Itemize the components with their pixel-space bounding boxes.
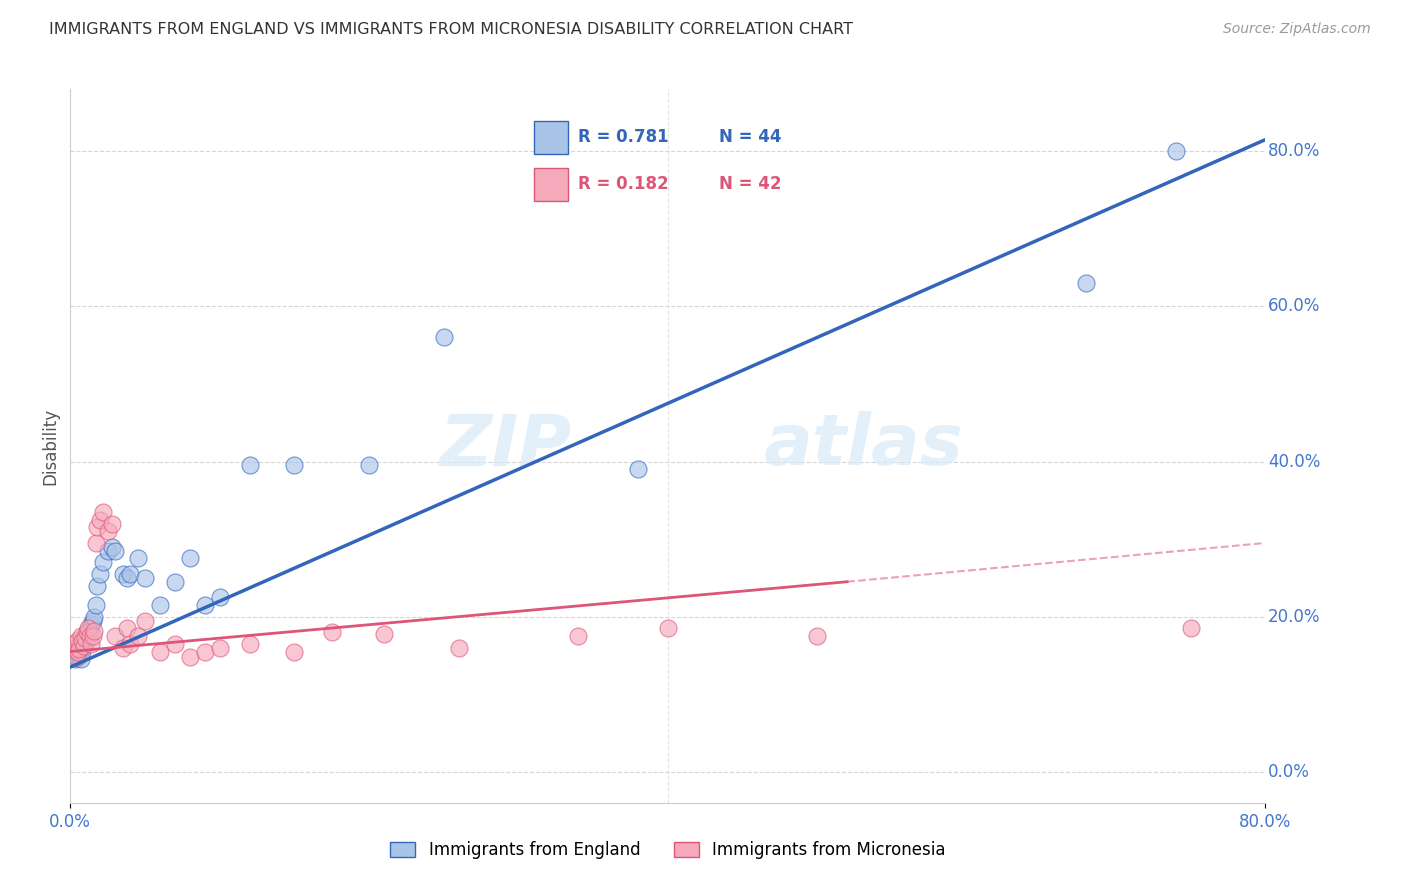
Point <box>69 640 91 655</box>
Point <box>70 644 93 658</box>
Point <box>62 637 84 651</box>
Point <box>433 330 456 344</box>
Point <box>111 640 134 655</box>
Point <box>83 624 105 638</box>
Point <box>239 458 262 473</box>
Point <box>447 640 470 655</box>
Point <box>66 644 89 658</box>
Point <box>120 637 141 651</box>
Point <box>101 516 124 531</box>
Point <box>83 609 105 624</box>
Point <box>127 551 149 566</box>
Point <box>208 640 231 655</box>
Point <box>82 629 104 643</box>
Text: ZIP: ZIP <box>440 411 572 481</box>
Point <box>65 644 87 658</box>
Point <box>359 458 381 473</box>
Point <box>84 536 107 550</box>
Point <box>76 625 98 640</box>
Point <box>89 513 111 527</box>
Point <box>75 637 97 651</box>
Text: 80.0%: 80.0% <box>1268 142 1320 161</box>
Point <box>76 625 98 640</box>
Point <box>69 629 91 643</box>
Point <box>67 642 90 657</box>
Point <box>63 652 86 666</box>
Point <box>65 650 87 665</box>
Point <box>179 551 201 566</box>
Point <box>104 543 127 558</box>
Point <box>149 644 172 658</box>
Point <box>70 639 93 653</box>
Point <box>80 637 103 651</box>
Point <box>127 629 149 643</box>
Point <box>283 458 305 473</box>
Point <box>104 629 127 643</box>
Point <box>75 632 97 646</box>
Point <box>120 566 141 581</box>
Point <box>194 598 217 612</box>
Point <box>179 650 201 665</box>
Text: 0.0%: 0.0% <box>1268 763 1309 780</box>
Point <box>73 632 96 647</box>
Point <box>91 555 114 569</box>
Point <box>97 524 120 539</box>
Point <box>239 637 262 651</box>
Point <box>115 621 138 635</box>
Point <box>163 574 186 589</box>
Point <box>67 639 90 653</box>
Point <box>62 648 84 663</box>
Text: atlas: atlas <box>763 411 963 481</box>
Text: IMMIGRANTS FROM ENGLAND VS IMMIGRANTS FROM MICRONESIA DISABILITY CORRELATION CHA: IMMIGRANTS FROM ENGLAND VS IMMIGRANTS FR… <box>49 22 853 37</box>
Point <box>194 644 217 658</box>
Point <box>84 598 107 612</box>
Y-axis label: Disability: Disability <box>41 408 59 484</box>
Point <box>134 571 156 585</box>
Point <box>77 629 100 643</box>
Point <box>69 652 91 666</box>
Text: 20.0%: 20.0% <box>1268 607 1320 625</box>
Point <box>75 629 97 643</box>
Point <box>163 637 186 651</box>
Text: Source: ZipAtlas.com: Source: ZipAtlas.com <box>1223 22 1371 37</box>
Point <box>89 566 111 581</box>
Point <box>86 520 108 534</box>
Point <box>73 639 96 653</box>
Point <box>77 621 100 635</box>
Text: 40.0%: 40.0% <box>1268 452 1320 470</box>
Point <box>66 632 89 647</box>
Point <box>82 614 104 628</box>
Point <box>80 617 103 632</box>
Point <box>67 648 90 663</box>
Point <box>66 650 89 665</box>
Point <box>627 462 650 476</box>
Point <box>134 614 156 628</box>
Point <box>111 566 134 581</box>
Point <box>567 629 589 643</box>
Text: 60.0%: 60.0% <box>1268 297 1320 316</box>
Point <box>91 505 114 519</box>
Point <box>283 644 305 658</box>
Point <box>115 571 138 585</box>
Point <box>63 640 86 655</box>
Point <box>806 629 828 643</box>
Point <box>70 634 93 648</box>
Point <box>149 598 172 612</box>
Point <box>79 621 101 635</box>
Point <box>657 621 679 635</box>
Point <box>1076 276 1098 290</box>
Point <box>321 625 343 640</box>
Point <box>373 626 395 640</box>
Point <box>1180 621 1202 635</box>
Legend: Immigrants from England, Immigrants from Micronesia: Immigrants from England, Immigrants from… <box>384 835 952 866</box>
Point <box>79 629 101 643</box>
Point <box>97 543 120 558</box>
Point <box>101 540 124 554</box>
Point <box>86 579 108 593</box>
Point <box>1164 145 1187 159</box>
Point <box>208 591 231 605</box>
Point <box>66 640 89 655</box>
